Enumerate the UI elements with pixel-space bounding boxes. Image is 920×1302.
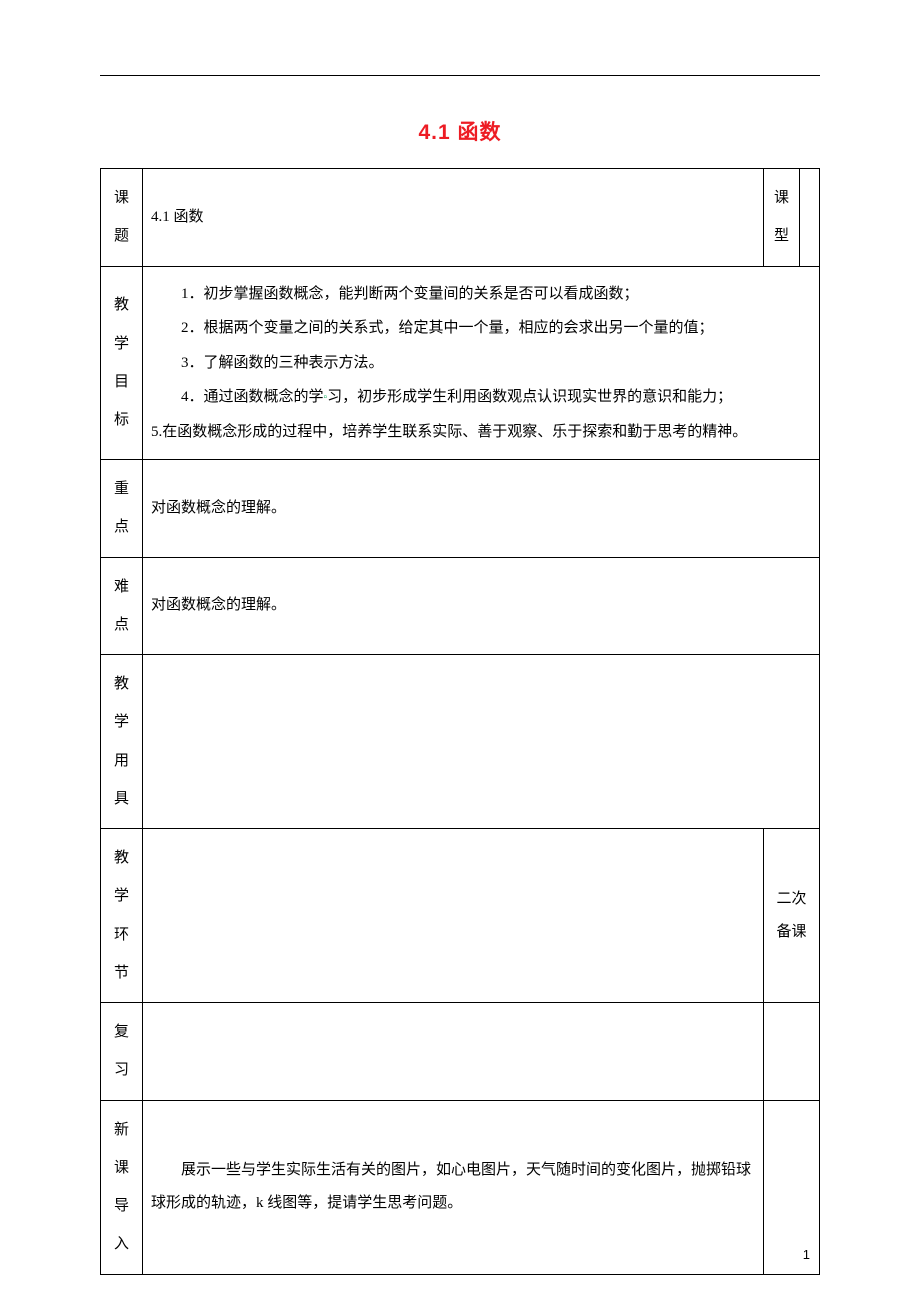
lesson-plan-table: 课 题 4.1 函数 课 型 教 学 目 标 1．初步掌握函数概念，能判断两个变… [100,168,820,1275]
row-topic: 课 题 4.1 函数 课 型 [101,169,820,267]
value-objectives: 1．初步掌握函数概念，能判断两个变量间的关系是否可以看成函数； 2．根据两个变量… [143,266,820,460]
value-difficulty: 对函数概念的理解。 [143,557,820,655]
value-lesson-type [800,169,820,267]
row-intro: 新 课 导 入 展示一些与学生实际生活有关的图片，如心电图片，天气随时间的变化图… [101,1100,820,1274]
row-objectives: 教 学 目 标 1．初步掌握函数概念，能判断两个变量间的关系是否可以看成函数； … [101,266,820,460]
intro-text: 展示一些与学生实际生活有关的图片，如心电图片，天气随时间的变化图片，抛掷铅球球形… [151,1154,755,1220]
row-difficulty: 难 点 对函数概念的理解。 [101,557,820,655]
label-objectives: 教 学 目 标 [101,266,143,460]
label-topic: 课 题 [101,169,143,267]
objective-item: 4．通过函数概念的学▫习，初步形成学生利用函数观点认识现实世界的意识和能力； [181,380,811,415]
row-keypoint: 重 点 对函数概念的理解。 [101,460,820,558]
label-second-prep: 二次备课 [764,829,820,1003]
label-tools: 教 学 用 具 [101,655,143,829]
objective-item: 1．初步掌握函数概念，能判断两个变量间的关系是否可以看成函数； [181,277,811,312]
page: 4.1 函数 课 题 4.1 函数 课 型 教 学 目 [0,0,920,1275]
value-intro: 展示一些与学生实际生活有关的图片，如心电图片，天气随时间的变化图片，抛掷铅球球形… [143,1100,764,1274]
label-keypoint: 重 点 [101,460,143,558]
objective-item: 2．根据两个变量之间的关系式，给定其中一个量，相应的会求出另一个量的值； [181,311,811,346]
objective-item: 3．了解函数的三种表示方法。 [181,346,811,381]
row-phase: 教 学 环 节 二次备课 [101,829,820,1003]
value-keypoint: 对函数概念的理解。 [143,460,820,558]
row-review: 复 习 [101,1003,820,1101]
value-phase [143,829,764,1003]
row-tools: 教 学 用 具 [101,655,820,829]
objective-item: 5.在函数概念形成的过程中，培养学生联系实际、善于观察、乐于探索和勤于思考的精神… [166,415,811,450]
header-rule [100,75,820,76]
label-lesson-type: 课 型 [764,169,800,267]
document-title: 4.1 函数 [100,116,820,146]
label-difficulty: 难 点 [101,557,143,655]
side-intro [764,1100,820,1274]
label-phase: 教 学 环 节 [101,829,143,1003]
label-intro: 新 课 导 入 [101,1100,143,1274]
value-topic: 4.1 函数 [143,169,764,267]
value-tools [143,655,820,829]
value-review [143,1003,764,1101]
objectives-list: 1．初步掌握函数概念，能判断两个变量间的关系是否可以看成函数； 2．根据两个变量… [151,277,811,450]
page-number: 1 [803,1247,810,1262]
label-review: 复 习 [101,1003,143,1101]
side-review [764,1003,820,1101]
